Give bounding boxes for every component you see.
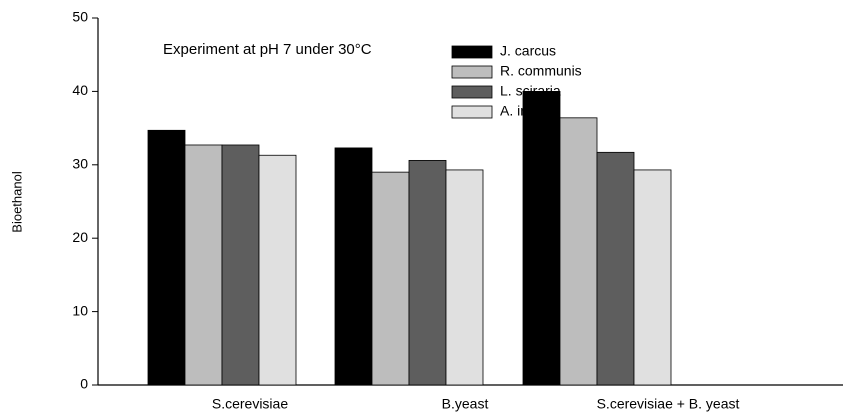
bar (184, 144, 223, 386)
legend-label: R. communis (500, 63, 582, 79)
bar (559, 117, 598, 386)
y-tick-label: 0 (80, 376, 88, 392)
bar (147, 129, 186, 386)
x-tick-label: S.cerevisiae (212, 396, 288, 412)
legend-swatch (451, 105, 493, 119)
bar (371, 171, 410, 386)
legend-swatch (451, 45, 493, 59)
legend-label: J. carcus (500, 43, 556, 59)
x-tick-label: B.yeast (442, 396, 489, 412)
y-tick-label: 30 (72, 156, 88, 172)
bar (445, 169, 484, 386)
y-tick-label: 10 (72, 302, 88, 318)
y-axis-label: Bioethanol (9, 171, 24, 233)
x-tick-label: S.cerevisiae + B. yeast (597, 396, 740, 412)
legend-swatch (451, 85, 493, 99)
bar (334, 147, 373, 386)
bar (408, 159, 447, 386)
annotation: Experiment at pH 7 under 30°C (163, 41, 372, 58)
bar (221, 144, 260, 386)
y-tick-label: 40 (72, 82, 88, 98)
legend-label: A. indica (500, 103, 554, 119)
y-tick-label: 50 (72, 9, 88, 25)
bar (522, 91, 561, 386)
bar (596, 151, 635, 386)
bar (258, 154, 297, 386)
legend-label: L. sciraria (500, 83, 561, 99)
bar (633, 169, 672, 386)
y-tick-label: 20 (72, 229, 88, 245)
legend-swatch (451, 65, 493, 79)
